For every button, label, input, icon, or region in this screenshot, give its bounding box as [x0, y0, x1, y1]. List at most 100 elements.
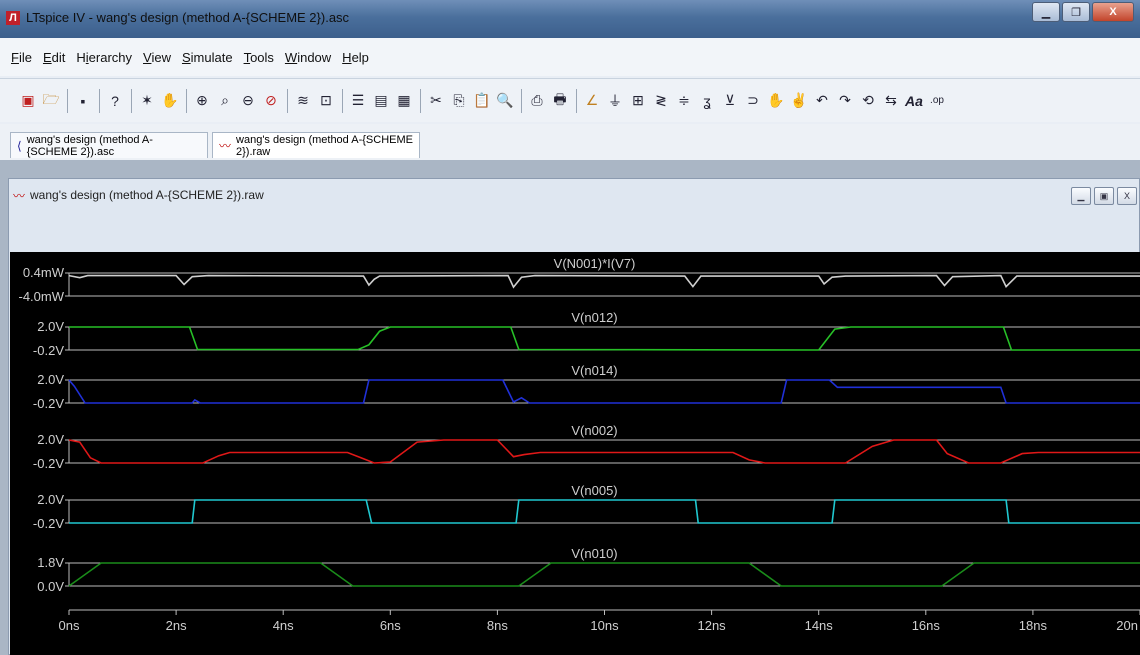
zoom-out-icon[interactable]: ⊖ — [242, 92, 254, 108]
mirror-icon[interactable]: ⇆ — [885, 92, 897, 108]
halt-icon[interactable]: ✋ — [161, 92, 179, 108]
fft-icon[interactable]: ⊡ — [320, 92, 332, 108]
y-tick-label: 2.0V — [37, 492, 64, 507]
tile-vertical-icon[interactable]: ▤ — [374, 92, 388, 108]
cut-icon[interactable]: ✂ — [430, 92, 442, 108]
zoom-full-icon[interactable]: ⊘ — [265, 92, 277, 108]
tab-waveform[interactable]: 〰 wang's design (method A-{SCHEME 2}).ra… — [212, 132, 420, 158]
rotate-icon[interactable]: ⟲ — [862, 92, 874, 108]
title-bar: Л LTspice IV - wang's design (method A-{… — [0, 0, 1140, 38]
y-tick-label: 2.0V — [37, 319, 64, 334]
window-controls: ▁ ❐ X — [1030, 2, 1134, 22]
tab-label: wang's design (method A-{SCHEME 2}).raw — [236, 133, 413, 158]
y-tick-label: -0.2V — [33, 343, 64, 358]
copy-icon[interactable]: ⎘ — [453, 92, 465, 108]
toolbar-separator — [67, 88, 68, 113]
tab-schematic[interactable]: ⟨ wang's design (method A-{SCHEME 2}).as… — [10, 132, 208, 158]
child-close-button[interactable]: X — [1117, 187, 1137, 205]
toolbar-separator — [576, 88, 577, 113]
close-icon: X — [1109, 6, 1117, 18]
ground-icon[interactable]: ⏚ — [608, 92, 622, 109]
text-icon[interactable]: Aa — [905, 92, 923, 109]
x-tick-label: 10ns — [590, 618, 619, 633]
waveform-icon: 〰 — [219, 139, 232, 153]
x-tick-label: 0ns — [59, 618, 80, 633]
y-tick-label: -4.0mW — [19, 289, 65, 304]
waveform-plot[interactable]: V(N001)*I(V7) 0.4mW -4.0mW V(n012) 2.0V -0.2V… — [10, 252, 1140, 655]
find-icon[interactable]: 🔍 — [496, 92, 514, 108]
move-icon[interactable]: ✋ — [767, 92, 785, 108]
autorange-icon[interactable]: ≋ — [297, 92, 309, 108]
inductor-icon[interactable]: ʓ — [703, 92, 711, 109]
schematic-icon: ⟨ — [17, 138, 22, 153]
ltspice-icon[interactable]: Л — [6, 11, 20, 25]
series-line — [68, 562, 1140, 587]
toolbar-separator — [99, 88, 100, 113]
new-schematic-icon[interactable]: ▣ — [21, 92, 35, 108]
x-tick-label: 14ns — [805, 618, 834, 633]
capacitor-icon[interactable]: ≑ — [678, 92, 690, 108]
tab-bar: ⟨ wang's design (method A-{SCHEME 2}).as… — [0, 124, 1140, 161]
diode-icon[interactable]: ⊻ — [724, 92, 736, 108]
x-tick-label: 2ns — [166, 618, 187, 633]
menu-item[interactable]: Help — [342, 49, 369, 65]
menu-bar: File Edit Hierarchy View Simulate Tools Window… — [0, 38, 1140, 76]
child-minimize-button[interactable]: ▁ — [1071, 187, 1091, 205]
menu-item[interactable]: File — [11, 49, 32, 65]
waveform-window-title: 〰 wang's design (method A-{SCHEME 2}).ra… — [13, 188, 264, 203]
run-icon[interactable]: ✶ — [141, 92, 153, 108]
y-tick-label: 0.4mW — [23, 265, 65, 280]
series-label: V(N001)*I(V7) — [554, 256, 636, 271]
maximize-button[interactable]: ❐ — [1062, 2, 1090, 22]
y-tick-label: 2.0V — [37, 432, 64, 447]
series-line — [69, 326, 1140, 351]
menu-item[interactable]: Tools — [243, 49, 274, 65]
series-label: V(n014) — [571, 363, 617, 378]
toolbar-separator — [342, 88, 343, 113]
undo-icon[interactable]: ↶ — [816, 92, 828, 108]
menu-item[interactable]: Hierarchy — [76, 49, 133, 65]
menu-item[interactable]: View — [143, 49, 171, 65]
wire-icon[interactable]: ∠ — [585, 92, 599, 108]
cascade-icon[interactable]: ▦ — [397, 92, 411, 108]
waveform-chart[interactable]: V(N001)*I(V7) 0.4mW -4.0mW V(n012) 2.0V -0.2V… — [10, 252, 1140, 655]
series-label: V(n005) — [571, 483, 617, 498]
zoom-in-icon[interactable]: ⊕ — [196, 92, 208, 108]
resistor-icon[interactable]: ≷ — [655, 92, 667, 108]
series-label: V(n012) — [571, 310, 617, 325]
open-icon[interactable]: 🗁 — [42, 90, 60, 107]
x-tick-label: 12ns — [697, 618, 726, 633]
series-line — [69, 499, 1140, 524]
print-icon[interactable]: 🖶 — [553, 90, 567, 107]
spice-directive-icon[interactable]: .op — [930, 95, 944, 106]
series-line — [68, 439, 1140, 464]
restore-icon: ❐ — [1071, 6, 1081, 19]
label-icon[interactable]: ⊞ — [632, 92, 644, 108]
control-panel-icon[interactable]: ? — [111, 92, 119, 109]
menu-item[interactable]: Simulate — [181, 49, 233, 65]
toolbar-separator — [420, 88, 421, 113]
component-icon[interactable]: ⊃ — [747, 92, 759, 108]
save-icon[interactable]: ▪ — [80, 92, 86, 109]
drag-icon[interactable]: ✌ — [790, 92, 808, 108]
menu-item[interactable]: Edit — [42, 49, 66, 65]
x-tick-label: 8ns — [487, 618, 508, 633]
x-tick-label: 20n — [1116, 618, 1138, 633]
y-tick-label: -0.2V — [33, 396, 64, 411]
close-button[interactable]: X — [1092, 2, 1134, 22]
series-label: V(n010) — [571, 546, 617, 561]
redo-icon[interactable]: ↷ — [839, 92, 851, 108]
y-tick-label: 0.0V — [37, 579, 64, 594]
pan-icon[interactable]: ⌕ — [221, 92, 229, 108]
menu-item[interactable]: Window — [284, 49, 332, 65]
y-tick-label: -0.2V — [33, 516, 64, 531]
tile-horizontal-icon[interactable]: ☰ — [351, 92, 365, 108]
minimize-button[interactable]: ▁ — [1032, 2, 1060, 22]
child-restore-button[interactable]: ▣ — [1094, 187, 1114, 205]
paste-icon[interactable]: 📋 — [473, 92, 491, 108]
print-preview-icon[interactable]: ⎙ — [531, 92, 543, 108]
y-tick-label: -0.2V — [33, 456, 64, 471]
x-tick-label: 4ns — [273, 618, 294, 633]
child-window-controls: ▁ ▣ X — [1068, 187, 1137, 205]
x-tick-label: 16ns — [912, 618, 941, 633]
